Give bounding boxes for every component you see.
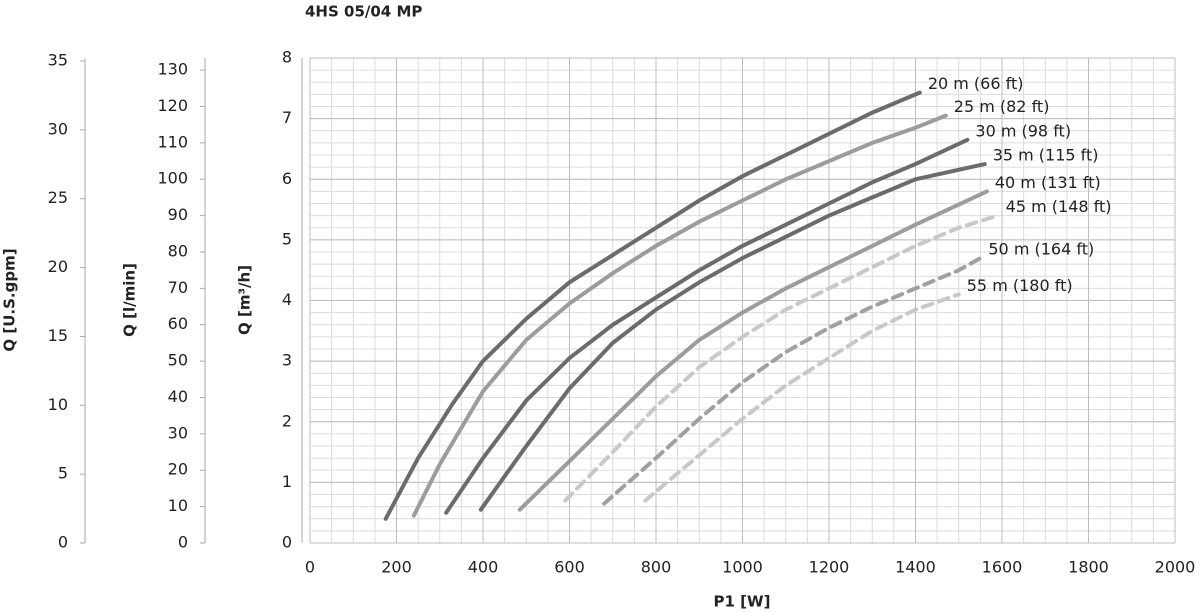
series-line [602,256,983,506]
x-tick-label: 800 [641,558,672,577]
secondary-tick-label: 80 [168,241,188,260]
series-label: 20 m (66 ft) [928,74,1024,93]
secondary-tick-label: 130 [157,60,188,79]
x-tick-label: 400 [468,558,499,577]
secondary-tick-label: 60 [168,314,188,333]
y-tick-label: 0 [282,533,292,552]
secondary-tick-label: 0 [178,533,188,552]
series-label: 40 m (131 ft) [995,173,1101,192]
y-tick-label: 4 [282,290,292,309]
secondary-tick-label: 110 [157,132,188,151]
y-tick-label: 7 [282,108,292,127]
series-line [444,137,970,515]
secondary-tick-label: 10 [48,395,68,414]
y-tick-label: 1 [282,472,292,491]
secondary-tick-label: 20 [48,257,68,276]
series-line [411,113,948,518]
series-label: 45 m (148 ft) [1006,197,1112,216]
series-label: 35 m (115 ft) [993,146,1099,165]
secondary-tick-label: 30 [48,119,68,138]
chart-title: 4HS 05/04 MP [305,3,422,21]
x-axis-label: P1 [W] [714,593,771,611]
x-tick-label: 1200 [809,558,850,577]
secondary-tick-label: 100 [157,169,188,188]
series-line [517,189,989,512]
series-label: 25 m (82 ft) [954,97,1050,116]
secondary-tick-label: 25 [48,188,68,207]
series-label: 55 m (180 ft) [967,276,1073,295]
secondary-tick-label: 30 [168,423,188,442]
secondary-tick-label: 50 [168,351,188,370]
secondary-tick-label: 120 [157,96,188,115]
secondary-tick-label: 15 [48,326,68,345]
x-tick-label: 1800 [1068,558,1109,577]
secondary-tick-label: 35 [48,51,68,70]
x-tick-label: 0 [305,558,315,577]
x-tick-label: 2000 [1155,558,1196,577]
secondary-axis-label: Q [l/min] [121,263,139,337]
y-tick-label: 8 [282,48,292,67]
secondary-tick-label: 10 [168,496,188,515]
secondary-tick-label: 0 [58,533,68,552]
secondary-tick-label: 5 [58,464,68,483]
x-tick-label: 200 [381,558,412,577]
series-line [383,90,922,521]
x-tick-label: 1000 [722,558,763,577]
series-line [643,292,961,503]
secondary-tick-label: 90 [168,205,188,224]
y-tick-label: 2 [282,411,292,430]
secondary-tick-label: 20 [168,460,188,479]
y-tick-label: 5 [282,229,292,248]
x-tick-label: 600 [554,558,585,577]
secondary-tick-label: 40 [168,387,188,406]
series-line [478,162,987,512]
secondary-tick-label: 70 [168,278,188,297]
y-tick-label: 3 [282,351,292,370]
series-line [563,213,1000,503]
x-tick-label: 1400 [895,558,936,577]
y-tick-label: 6 [282,169,292,188]
x-tick-label: 1600 [982,558,1023,577]
secondary-axis-label: Q [U.S.gpm] [1,248,19,351]
series-label: 30 m (98 ft) [975,121,1071,140]
y-axis-label: Q [m³/h] [236,265,254,335]
series-label: 50 m (164 ft) [988,240,1094,259]
